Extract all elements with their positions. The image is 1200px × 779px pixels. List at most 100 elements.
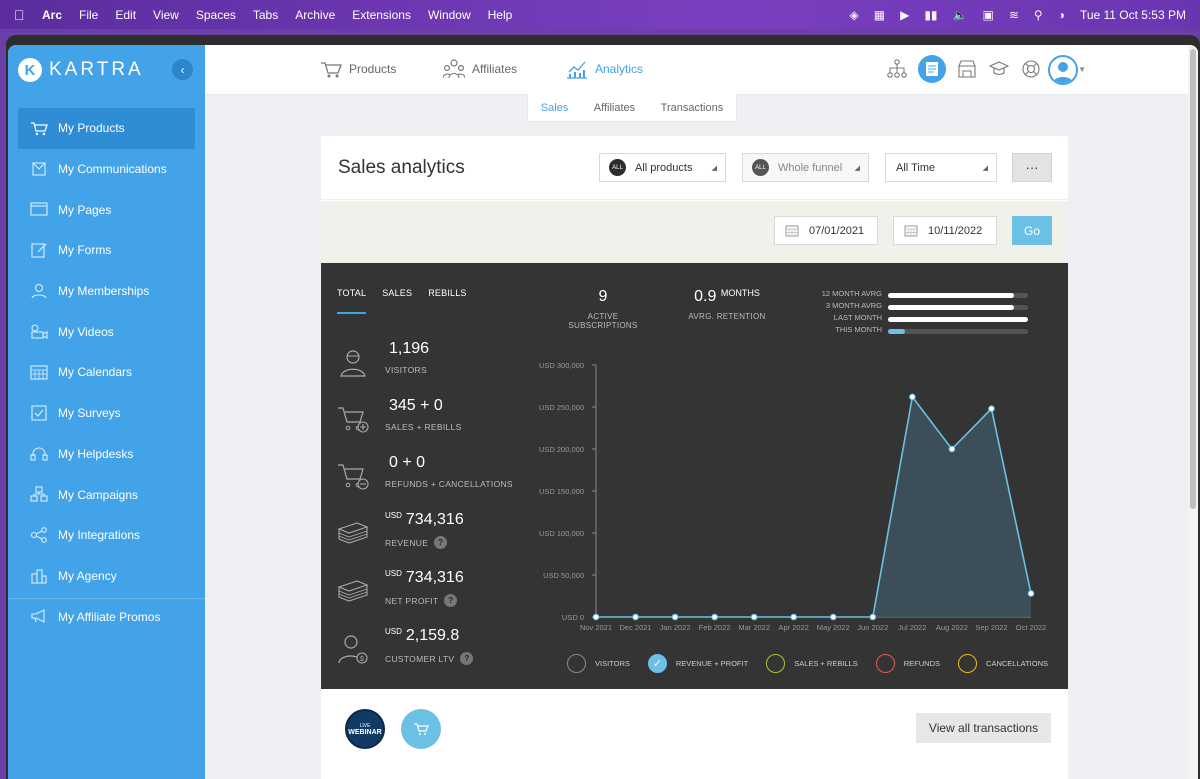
go-button[interactable]: Go bbox=[1012, 216, 1052, 245]
menu-file[interactable]: File bbox=[79, 7, 99, 22]
play-icon[interactable]: ▶ bbox=[900, 7, 910, 22]
sidebar-item-calendars[interactable]: My Calendars bbox=[8, 352, 205, 393]
sidebar-item-agency[interactable]: My Agency bbox=[8, 556, 205, 597]
subtab-sales[interactable]: Sales bbox=[540, 101, 569, 114]
battery-icon[interactable]: ▮▮ bbox=[924, 7, 938, 22]
sidebar-item-products[interactable]: My Products bbox=[18, 108, 195, 149]
x-tick-label: Apr 2022 bbox=[779, 623, 809, 632]
date-to-field[interactable]: 10/11/2022 bbox=[893, 216, 997, 245]
y-tick-label: USD 250,000 bbox=[539, 403, 584, 412]
metric-value: 2,159.8 bbox=[405, 627, 460, 644]
display-icon[interactable]: ▣ bbox=[982, 7, 994, 22]
subtab-transactions[interactable]: Transactions bbox=[660, 101, 724, 114]
communications-icon bbox=[32, 162, 46, 176]
legend-toggle[interactable] bbox=[958, 654, 978, 673]
sidebar-item-memberships[interactable]: My Memberships bbox=[8, 271, 205, 312]
legend-toggle[interactable] bbox=[766, 654, 786, 673]
wifi-icon[interactable]: ≋ bbox=[1008, 7, 1019, 22]
legend-visitors[interactable]: VISITORS bbox=[567, 654, 630, 673]
menu-tabs[interactable]: Tabs bbox=[252, 7, 279, 22]
x-tick-label: Dec 2021 bbox=[619, 623, 651, 632]
menu-arc[interactable]: Arc bbox=[42, 7, 63, 22]
check-icon[interactable]: ✓ bbox=[647, 654, 667, 673]
sidebar-item-pages[interactable]: My Pages bbox=[8, 189, 205, 230]
menu-window[interactable]: Window bbox=[427, 7, 471, 22]
tab-sales[interactable]: SALES bbox=[382, 288, 413, 298]
apple-icon[interactable]:  bbox=[14, 7, 28, 23]
panel-header: Sales analytics ALL All products ◢ ALL W… bbox=[321, 136, 1068, 200]
subtab-affiliates[interactable]: Affiliates bbox=[593, 101, 636, 114]
menu-view[interactable]: View bbox=[153, 7, 179, 22]
metric-label: SALES + REBILLS bbox=[385, 422, 462, 432]
help-icon[interactable]: ? bbox=[444, 594, 458, 607]
time-dropdown[interactable]: All Time ◢ bbox=[885, 153, 997, 182]
page-scrollbar[interactable] bbox=[1188, 45, 1198, 779]
products-dropdown[interactable]: ALL All products ◢ bbox=[599, 153, 726, 182]
sidebar-item-forms[interactable]: My Forms bbox=[8, 230, 205, 271]
lifebuoy-icon[interactable] bbox=[1020, 58, 1042, 80]
sidebar-item-label: My Campaigns bbox=[58, 487, 139, 502]
legend-refunds[interactable]: REFUNDS bbox=[875, 654, 940, 673]
status-app-icon[interactable]: ◈ bbox=[849, 7, 859, 22]
date-from-field[interactable]: 07/01/2021 bbox=[774, 216, 878, 245]
menu-edit[interactable]: Edit bbox=[115, 7, 137, 22]
tab-analytics[interactable]: Analytics bbox=[566, 57, 643, 81]
control-center-icon[interactable]: ◑ bbox=[1057, 7, 1065, 22]
metric-label: REFUNDS + CANCELLATIONS bbox=[385, 479, 513, 489]
store-icon[interactable] bbox=[956, 58, 978, 80]
sitemap-icon[interactable] bbox=[886, 58, 908, 80]
affiliates-icon bbox=[443, 59, 465, 79]
more-options-button[interactable]: ··· bbox=[1012, 153, 1052, 182]
collapse-sidebar-button[interactable]: ‹ bbox=[172, 59, 193, 80]
data-point bbox=[988, 405, 995, 412]
legend-toggle[interactable] bbox=[567, 654, 586, 673]
sidebar-item-surveys[interactable]: My Surveys bbox=[8, 393, 205, 434]
sidebar-item-helpdesks[interactable]: My Helpdesks bbox=[8, 434, 205, 475]
tab-affiliates[interactable]: Affiliates bbox=[443, 57, 517, 81]
chevron-down-icon[interactable]: ▼ bbox=[1078, 65, 1086, 74]
data-point bbox=[750, 613, 758, 621]
tab-products[interactable]: Products bbox=[320, 57, 396, 81]
tab-total[interactable]: TOTAL bbox=[337, 288, 367, 314]
spotlight-icon[interactable]: ⚲ bbox=[1033, 7, 1043, 22]
x-tick-label: Nov 2021 bbox=[580, 623, 612, 632]
legend-toggle[interactable] bbox=[875, 654, 895, 673]
sidebar-item-integrations[interactable]: My Integrations bbox=[8, 515, 205, 556]
cart-product-thumb[interactable] bbox=[401, 709, 441, 749]
macos-menubar:  Arc File Edit View Spaces Tabs Archive… bbox=[0, 0, 1200, 29]
data-point bbox=[790, 613, 798, 621]
scrollbar-thumb[interactable] bbox=[1190, 49, 1196, 509]
webinar-product-thumb[interactable]: LIVE WEBINAR bbox=[345, 709, 385, 749]
legend-revenue-profit[interactable]: ✓ REVENUE + PROFIT bbox=[647, 654, 748, 673]
help-icon[interactable]: ? bbox=[434, 536, 448, 549]
sidebar-item-campaigns[interactable]: My Campaigns bbox=[8, 474, 205, 515]
status-grid-icon[interactable]: ▦ bbox=[873, 7, 886, 22]
menu-help[interactable]: Help bbox=[487, 7, 513, 22]
menu-spaces[interactable]: Spaces bbox=[195, 7, 236, 22]
funnel-dropdown[interactable]: ALL Whole funnel ◢ bbox=[742, 153, 869, 182]
sidebar-nav: My Products My Communications My Pages M… bbox=[8, 108, 205, 637]
sidebar-item-videos[interactable]: My Videos bbox=[8, 311, 205, 352]
menu-archive[interactable]: Archive bbox=[295, 7, 336, 22]
kartra-logo[interactable]: K KARTRA bbox=[18, 57, 144, 83]
sidebar-item-affiliate-promos[interactable]: My Affiliate Promos bbox=[8, 596, 205, 637]
x-tick-label: Jun 2022 bbox=[857, 623, 888, 632]
data-point bbox=[711, 613, 718, 621]
sidebar: K KARTRA ‹ My Products My Communications… bbox=[8, 45, 205, 779]
metric-value: 1,196 bbox=[389, 340, 430, 357]
view-all-transactions-button[interactable]: View all transactions bbox=[916, 713, 1051, 743]
help-icon[interactable]: ? bbox=[460, 652, 474, 665]
legend-cancellations[interactable]: CANCELLATIONS bbox=[958, 654, 1048, 673]
graduation-cap-icon[interactable] bbox=[988, 58, 1010, 80]
data-point bbox=[829, 613, 837, 621]
forms-icon bbox=[31, 243, 47, 258]
metric-customer-ltv: $ USD 2,159.8 CUSTOMER LTV? bbox=[337, 627, 527, 677]
clock[interactable]: Tue 11 Oct 5:53 PM bbox=[1079, 7, 1186, 22]
menu-extensions[interactable]: Extensions bbox=[352, 7, 411, 22]
document-icon[interactable] bbox=[918, 55, 946, 83]
avatar[interactable] bbox=[1048, 55, 1078, 85]
tab-rebills[interactable]: REBILLS bbox=[428, 288, 467, 298]
sidebar-item-communications[interactable]: My Communications bbox=[8, 149, 205, 190]
volume-icon[interactable]: 🔈 bbox=[952, 7, 968, 22]
legend-sales-rebills[interactable]: SALES + REBILLS bbox=[766, 654, 858, 673]
